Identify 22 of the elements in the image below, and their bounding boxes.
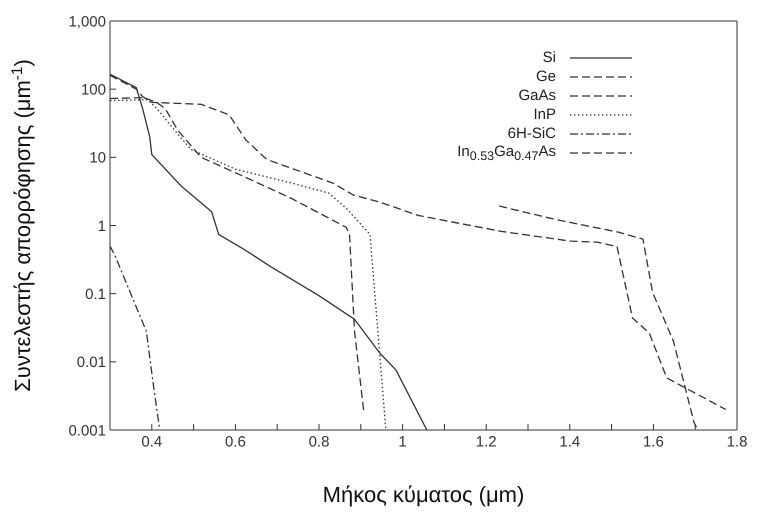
legend-label: Si [542, 49, 556, 66]
x-tick-label: 1 [398, 434, 407, 451]
x-tick-label: 0.4 [141, 434, 162, 451]
x-tick-label: 1.8 [726, 434, 748, 451]
y-tick-label: 0.001 [68, 422, 106, 440]
y-tick-label: 1 [98, 218, 106, 235]
y-tick-label: 1,000 [68, 13, 106, 30]
y-tick-label: 10 [89, 150, 106, 167]
x-axis-title: Μήκος κύματος (μm) [322, 482, 524, 507]
x-tick-label: 1.6 [642, 434, 664, 451]
legend-label: In$_{0.53}$Ga$_{0.47}$As [457, 142, 556, 162]
legend-label: 6H-SiC [508, 125, 556, 142]
y-tick-label: 0.01 [76, 354, 106, 372]
y-tick-label: 0.1 [85, 286, 106, 303]
x-tick-label: 0.8 [308, 434, 330, 451]
x-tick-label: 1.2 [476, 434, 497, 451]
legend-label: GaAs [518, 87, 556, 104]
x-tick-label: 0.6 [224, 434, 246, 451]
legend-label: Ge [536, 68, 556, 85]
legend-label: InP [533, 106, 556, 123]
y-tick-label: 100 [80, 81, 106, 98]
x-tick-label: 1.4 [559, 434, 580, 451]
